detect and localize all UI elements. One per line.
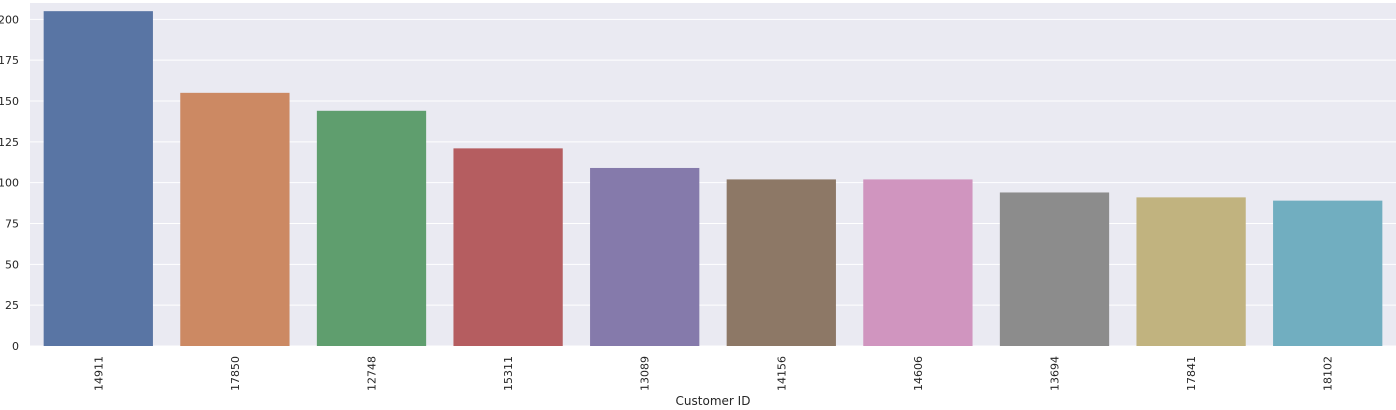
bar: [1136, 197, 1246, 346]
y-tick-label: 175: [0, 54, 19, 67]
x-tick-label: 15311: [502, 356, 515, 391]
bar: [1273, 200, 1383, 346]
x-axis-label: Customer ID: [676, 394, 751, 408]
bar: [590, 167, 700, 346]
bar: [180, 92, 290, 346]
x-tick-label: 14606: [912, 356, 925, 391]
y-tick-label: 200: [0, 13, 19, 26]
x-tick-label: 12748: [366, 356, 379, 391]
x-tick-label: 14156: [775, 356, 788, 391]
bars: [43, 11, 1383, 347]
y-tick-label: 150: [0, 95, 19, 108]
bar: [453, 148, 563, 346]
y-tick-label: 50: [5, 258, 19, 271]
x-tick-labels: 14911 17850 12748 15311 13089 14156 14606 13694…: [92, 356, 1334, 391]
bar: [863, 179, 973, 346]
y-tick-label: 0: [12, 340, 19, 353]
x-tick-label: 14911: [92, 356, 105, 391]
bar: [316, 110, 427, 346]
x-tick-label: 13089: [639, 356, 652, 391]
x-tick-label: 13694: [1049, 356, 1062, 391]
y-tick-label: 75: [5, 218, 19, 231]
y-tick-label: 25: [5, 299, 19, 312]
y-tick-label: 125: [0, 136, 19, 149]
y-tick-labels: 0 25 50 75 100 125 150 175 200: [0, 13, 19, 353]
bar: [43, 11, 153, 347]
x-tick-label: 18102: [1322, 356, 1335, 391]
x-tick-label: 17841: [1185, 356, 1198, 391]
bar: [726, 179, 836, 346]
y-tick-label: 100: [0, 177, 19, 190]
bar: [999, 192, 1110, 346]
x-tick-label: 17850: [229, 356, 242, 391]
